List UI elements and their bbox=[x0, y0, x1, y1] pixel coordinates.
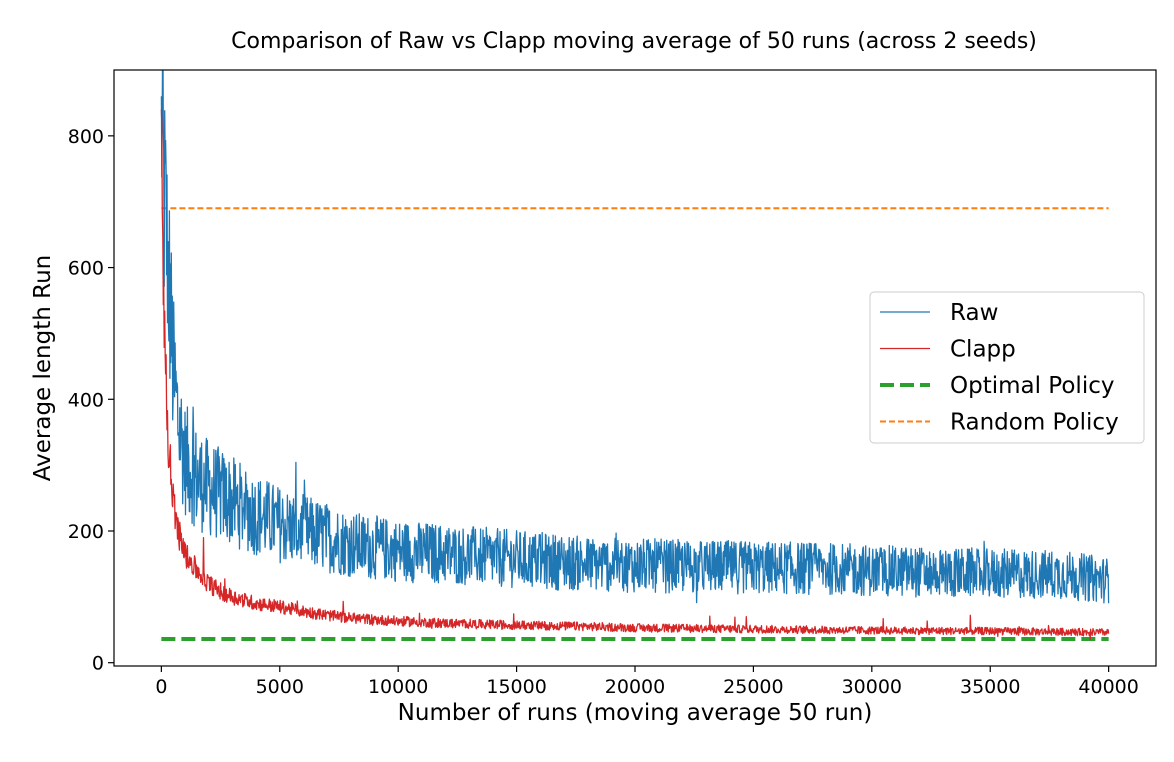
y-tick-label: 600 bbox=[68, 258, 104, 280]
x-tick-label: 30000 bbox=[842, 676, 902, 698]
y-tick-label: 0 bbox=[92, 653, 104, 675]
legend: Raw Clapp Optimal Policy Random Policy bbox=[869, 291, 1145, 444]
legend-label: Clapp bbox=[950, 337, 1016, 363]
y-axis: 0 200 400 600 800 bbox=[68, 126, 114, 675]
series-raw-line bbox=[160, 70, 1110, 604]
y-axis-label: Average length Run bbox=[30, 255, 56, 482]
x-tick-label: 5000 bbox=[256, 676, 304, 698]
y-tick-label: 800 bbox=[68, 126, 104, 148]
series-layer bbox=[160, 70, 1110, 641]
legend-label: Optimal Policy bbox=[950, 373, 1114, 399]
x-tick-label: 0 bbox=[155, 676, 167, 698]
x-axis-label: Number of runs (moving average 50 run) bbox=[398, 700, 873, 726]
x-tick-label: 40000 bbox=[1078, 676, 1138, 698]
y-tick-label: 200 bbox=[68, 521, 104, 543]
legend-label: Raw bbox=[950, 300, 998, 326]
x-tick-label: 35000 bbox=[960, 676, 1020, 698]
x-tick-label: 25000 bbox=[723, 676, 783, 698]
series-clapp-line bbox=[160, 109, 1110, 641]
x-tick-label: 15000 bbox=[486, 676, 546, 698]
legend-label: Random Policy bbox=[950, 410, 1119, 436]
y-tick-label: 400 bbox=[68, 389, 104, 411]
x-tick-label: 20000 bbox=[605, 676, 665, 698]
chart-title: Comparison of Raw vs Clapp moving averag… bbox=[231, 29, 1037, 54]
x-tick-label: 10000 bbox=[368, 676, 428, 698]
legend-frame bbox=[869, 291, 1145, 444]
x-axis: 0 5000 10000 15000 20000 25000 30000 35000 40000 bbox=[155, 666, 1139, 698]
